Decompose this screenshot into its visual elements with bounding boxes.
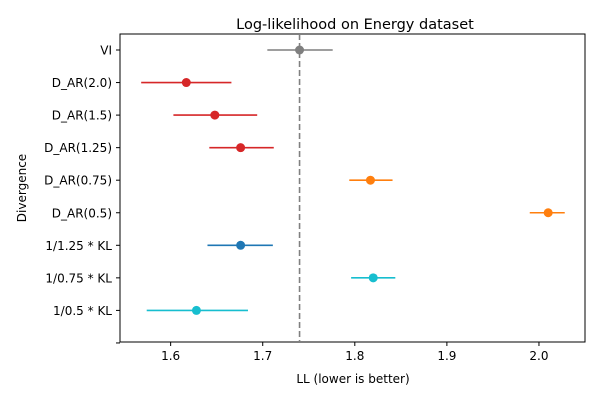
x-axis: 1.6 1.7 1.8 1.9 2.0 bbox=[161, 342, 549, 363]
x-axis-title: LL (lower is better) bbox=[296, 372, 409, 386]
errorbar-layer bbox=[141, 49, 565, 312]
data-point bbox=[181, 78, 191, 88]
data-point bbox=[210, 110, 220, 120]
x-tick-label: 1.6 bbox=[161, 349, 180, 363]
data-point bbox=[368, 273, 378, 283]
y-tick-label: D_AR(0.75) bbox=[44, 174, 112, 188]
data-point bbox=[543, 208, 553, 218]
y-tick-label: 1/0.75 * KL bbox=[45, 271, 112, 285]
data-point bbox=[236, 240, 246, 250]
data-point bbox=[295, 45, 305, 55]
y-tick-label: D_AR(2.0) bbox=[52, 76, 112, 90]
data-point bbox=[236, 143, 246, 153]
x-tick-label: 1.7 bbox=[253, 349, 272, 363]
x-tick-label: 1.9 bbox=[437, 349, 456, 363]
chart-title: Log-likelihood on Energy dataset bbox=[236, 17, 474, 33]
y-tick-label: D_AR(1.25) bbox=[44, 141, 112, 155]
y-tick-label: VI bbox=[100, 44, 112, 58]
data-point bbox=[191, 305, 201, 315]
x-tick-label: 2.0 bbox=[529, 349, 548, 363]
y-tick-label: 1/0.5 * KL bbox=[53, 304, 112, 318]
y-axis-title: Divergence bbox=[15, 154, 29, 222]
y-tick-label: 1/1.25 * KL bbox=[45, 239, 112, 253]
data-point bbox=[365, 175, 375, 185]
x-tick-label: 1.8 bbox=[345, 349, 364, 363]
point-layer bbox=[181, 45, 553, 315]
y-axis: VI D_AR(2.0) D_AR(1.5) D_AR(1.25) D_AR(0.75)… bbox=[44, 44, 120, 344]
y-tick-label: D_AR(1.5) bbox=[52, 109, 112, 123]
y-tick-label: D_AR(0.5) bbox=[52, 206, 112, 220]
plot-frame bbox=[119, 33, 586, 343]
